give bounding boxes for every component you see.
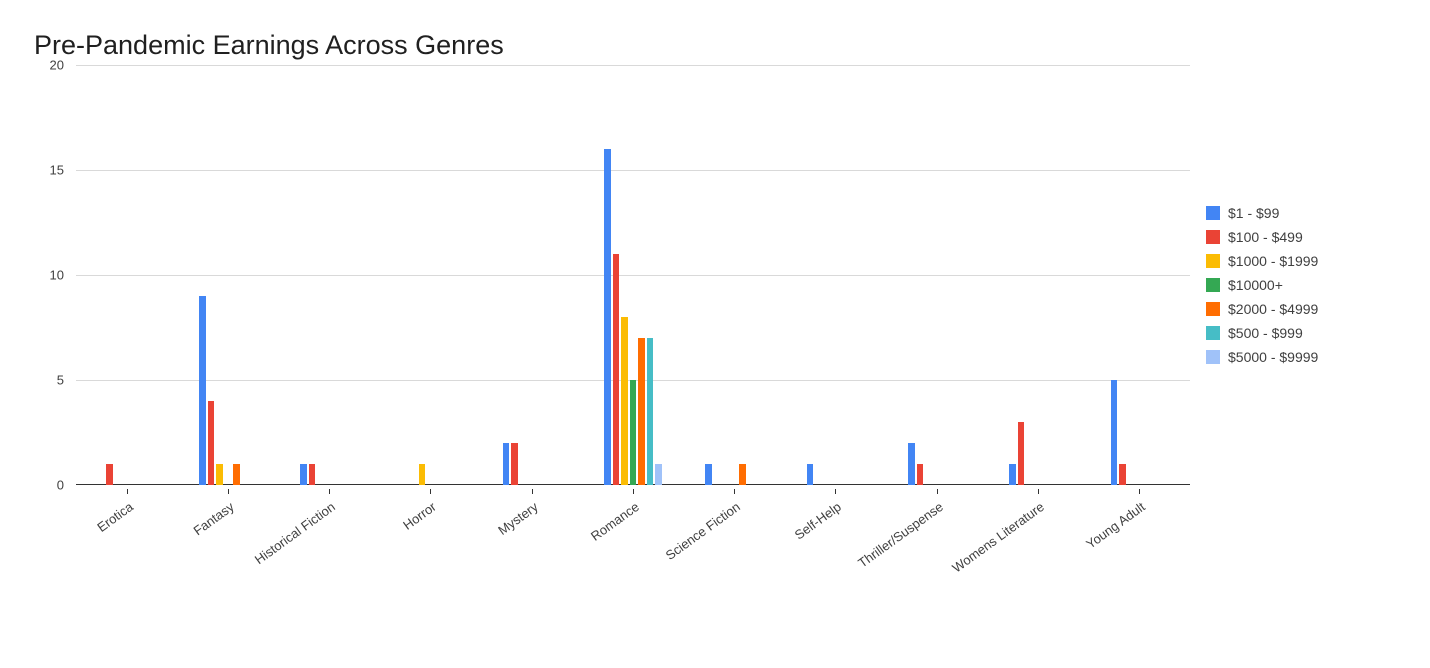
legend-label: $2000 - $4999	[1228, 301, 1318, 317]
category-group	[380, 65, 481, 485]
bar	[908, 443, 915, 485]
legend-label: $100 - $499	[1228, 229, 1303, 245]
legend-swatch	[1206, 278, 1220, 292]
x-tick-label: Erotica	[76, 489, 177, 609]
bar	[655, 464, 662, 485]
x-tick	[633, 489, 634, 494]
bars-layer	[76, 65, 1190, 485]
legend-swatch	[1206, 326, 1220, 340]
x-tick	[835, 489, 836, 494]
legend-swatch	[1206, 350, 1220, 364]
chart-body: 05101520 EroticaFantasyHistorical Fictio…	[30, 65, 1400, 625]
x-tick	[1038, 489, 1039, 494]
category-group	[987, 65, 1088, 485]
chart-title: Pre-Pandemic Earnings Across Genres	[34, 30, 1400, 61]
x-axis-labels: EroticaFantasyHistorical FictionHorrorMy…	[76, 489, 1190, 609]
bar	[630, 380, 637, 485]
category-group	[279, 65, 380, 485]
x-tick-label: Womens Literature	[987, 489, 1088, 609]
bar	[705, 464, 712, 485]
bar	[1119, 464, 1126, 485]
legend-label: $10000+	[1228, 277, 1283, 293]
x-tick	[937, 489, 938, 494]
legend-item: $500 - $999	[1206, 325, 1390, 341]
legend-swatch	[1206, 230, 1220, 244]
bar	[807, 464, 814, 485]
bar	[233, 464, 240, 485]
y-tick-label: 5	[24, 373, 64, 388]
bar	[1018, 422, 1025, 485]
plot-area: 05101520 EroticaFantasyHistorical Fictio…	[30, 65, 1190, 625]
y-tick-label: 20	[24, 58, 64, 73]
legend-item: $1000 - $1999	[1206, 253, 1390, 269]
category-group	[886, 65, 987, 485]
bar	[503, 443, 510, 485]
chart-container: Pre-Pandemic Earnings Across Genres 0510…	[0, 0, 1430, 668]
category-group	[582, 65, 683, 485]
legend-item: $5000 - $9999	[1206, 349, 1390, 365]
x-tick-label: Young Adult	[1089, 489, 1190, 609]
x-tick-label: Horror	[380, 489, 481, 609]
legend-swatch	[1206, 206, 1220, 220]
x-tick	[329, 489, 330, 494]
bar	[1009, 464, 1016, 485]
x-tick-label: Mystery	[481, 489, 582, 609]
legend-label: $5000 - $9999	[1228, 349, 1318, 365]
bar	[613, 254, 620, 485]
x-tick	[532, 489, 533, 494]
y-axis: 05101520	[30, 65, 70, 485]
category-group	[177, 65, 278, 485]
y-tick-label: 0	[24, 478, 64, 493]
legend-label: $500 - $999	[1228, 325, 1303, 341]
bar	[199, 296, 206, 485]
bar	[300, 464, 307, 485]
legend-item: $100 - $499	[1206, 229, 1390, 245]
bar	[647, 338, 654, 485]
bar	[106, 464, 113, 485]
bar	[216, 464, 223, 485]
category-group	[785, 65, 886, 485]
bar	[604, 149, 611, 485]
bar	[1111, 380, 1118, 485]
bar	[419, 464, 426, 485]
x-tick	[127, 489, 128, 494]
bar	[917, 464, 924, 485]
bar	[638, 338, 645, 485]
bar	[621, 317, 628, 485]
x-tick	[1139, 489, 1140, 494]
legend-item: $2000 - $4999	[1206, 301, 1390, 317]
x-tick	[430, 489, 431, 494]
legend-swatch	[1206, 254, 1220, 268]
legend-swatch	[1206, 302, 1220, 316]
legend-item: $1 - $99	[1206, 205, 1390, 221]
x-tick-label: Historical Fiction	[279, 489, 380, 609]
category-group	[1089, 65, 1190, 485]
category-group	[76, 65, 177, 485]
legend-label: $1000 - $1999	[1228, 253, 1318, 269]
x-tick	[228, 489, 229, 494]
bar	[511, 443, 518, 485]
bar	[309, 464, 316, 485]
category-group	[684, 65, 785, 485]
y-tick-label: 10	[24, 268, 64, 283]
legend-item: $10000+	[1206, 277, 1390, 293]
category-group	[481, 65, 582, 485]
x-tick-label: Science Fiction	[684, 489, 785, 609]
legend: $1 - $99 $100 - $499 $1000 - $1999 $10000+ $…	[1190, 65, 1390, 373]
bar	[739, 464, 746, 485]
x-tick	[734, 489, 735, 494]
bar	[208, 401, 215, 485]
legend-label: $1 - $99	[1228, 205, 1279, 221]
y-tick-label: 15	[24, 163, 64, 178]
